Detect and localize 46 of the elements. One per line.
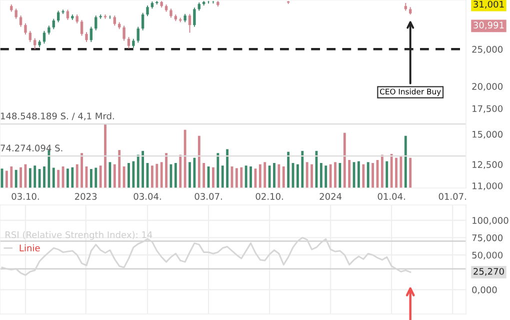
text: 30,991 [474,22,504,30]
x-tick-label: 03.07. [194,193,222,200]
candlestick [127,36,130,49]
candlestick [66,9,70,20]
x-tick-label: 2024 [320,193,342,200]
candlestick [28,30,32,42]
candlestick [80,19,84,36]
y-tick-label: 15,000 [472,130,503,139]
candlestick [94,15,98,31]
candlestick [122,25,126,42]
text: 25,270 [474,268,504,276]
candlestick [34,38,36,50]
y-tick-label: 0,000 [472,286,497,294]
candlestick [141,12,144,31]
y-tick-label: 12,500 [472,161,503,169]
y-tick-label: 50,000 [472,252,503,260]
ref-line-label: 148.548.189 S. / 4,1 Mrd. [0,112,114,120]
x-tick-label: 01.07. [438,193,466,200]
candlestick [113,15,116,26]
candlestick [19,15,22,28]
candlestick [90,26,93,42]
y-tick-label: 25,000 [472,46,503,54]
y-tick-label: 100,000 [472,217,508,225]
x-tick-label: 02.10. [256,193,283,200]
candlestick [52,18,55,30]
x-tick-label: 03.10. [12,193,39,200]
x-tick-label: 03.04. [134,193,161,200]
y-tick-label: 11,000 [472,182,503,190]
candlestick [56,10,60,23]
candlestick [170,8,172,18]
text: 31,001 [474,0,504,9]
candlestick [136,26,140,44]
candlestick [188,13,192,34]
y-tick-label: 75,000 [472,234,503,242]
y-tick-label: 20,000 [472,83,503,91]
candlestick [85,32,88,42]
legend-label: Linie [20,244,40,252]
candlestick [24,22,27,36]
candlestick [193,7,196,28]
x-tick-label: 01.04. [378,193,405,200]
candlestick [14,8,18,20]
y-tick-label: 17,500 [472,105,503,113]
candlestick [42,30,46,44]
ref-line-label: 74.274.094 S. [0,144,62,152]
x-tick-label: 2023 [75,193,97,200]
candlestick [146,5,149,17]
